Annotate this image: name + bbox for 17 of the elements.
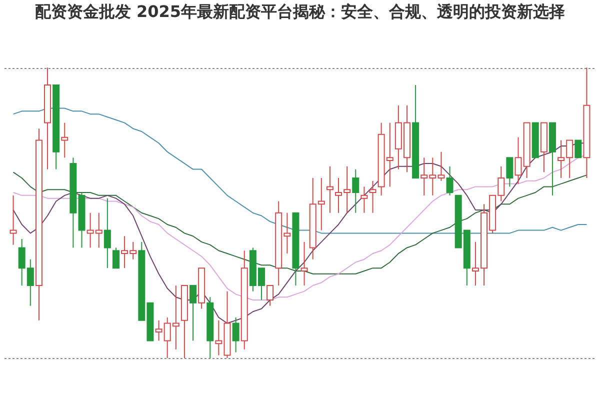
candlestick: [574, 140, 582, 158]
candlestick: [300, 241, 308, 286]
candlestick: [446, 166, 454, 196]
chart-title: 配资资金批发 2025年最新配资平台揭秘：安全、合规、透明的投资新选择: [34, 2, 566, 21]
candlestick: [326, 166, 334, 214]
candlestick: [112, 247, 120, 269]
candlestick: [215, 320, 222, 356]
candlestick: [352, 168, 360, 214]
candlestick: [232, 316, 240, 353]
candlestick: [104, 198, 111, 269]
candlestick: [266, 284, 274, 306]
candlestick: [369, 180, 376, 214]
candlestick: [360, 186, 368, 214]
candlestick: [190, 284, 197, 342]
candlestick: [61, 122, 68, 158]
candlestick: [506, 157, 514, 188]
candlestick: [10, 194, 17, 246]
